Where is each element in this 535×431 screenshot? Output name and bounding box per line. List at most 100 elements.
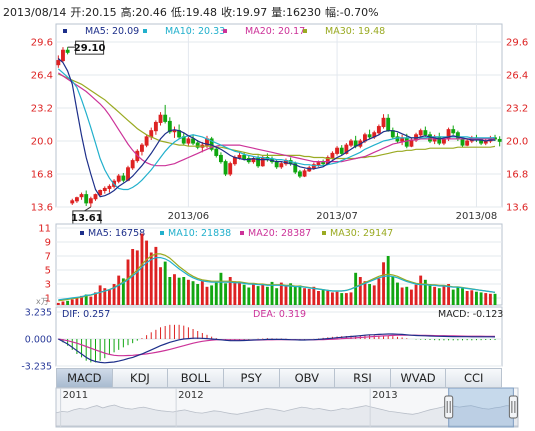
candle-body <box>107 185 112 189</box>
candle-body <box>390 130 395 138</box>
tab-macd[interactable]: MACD <box>57 369 113 387</box>
tab-psy[interactable]: PSY <box>224 369 280 387</box>
candle-body <box>297 171 302 177</box>
tab-cci[interactable]: CCI <box>463 371 484 385</box>
candle-body <box>167 120 172 133</box>
volume-bar <box>289 283 293 305</box>
annotation-label: 29.10 <box>74 43 106 54</box>
volume-bar <box>270 281 274 305</box>
volume-bar <box>465 291 469 305</box>
volume-bar <box>131 249 135 305</box>
volume-bar <box>391 277 395 305</box>
volume-bar <box>400 287 404 305</box>
close-value: 19.97 <box>235 6 268 19</box>
volume-bar <box>214 282 218 305</box>
volume-bar <box>293 286 297 305</box>
low-value: 19.48 <box>185 6 218 19</box>
volume-panel: 11 9 7 5 3 1x万 MA5: 16758 MA10: 21838 MA20: 2838… <box>36 223 503 306</box>
candle-body <box>335 147 340 154</box>
tab-rsi[interactable]: RSI <box>335 369 391 387</box>
volume-label: 量: <box>271 6 286 19</box>
navigator-year-label: 2013 <box>372 390 397 401</box>
candle-body <box>339 147 344 154</box>
volume-bar <box>475 291 478 305</box>
volume-bar <box>340 293 344 305</box>
dif-line <box>58 333 496 364</box>
ma10-line <box>57 68 496 191</box>
candle-body <box>121 175 126 181</box>
volume-bar <box>205 286 209 305</box>
navigator-year-label: 2011 <box>63 390 88 401</box>
volume-legend-swatch <box>322 231 326 235</box>
volume-bar <box>321 289 325 305</box>
volume-bar <box>363 281 367 305</box>
volume-bar <box>256 286 260 305</box>
volume-bar <box>354 272 358 305</box>
tab-wvad[interactable]: WVAD <box>391 369 447 387</box>
macd-tick: 0.000 <box>25 335 52 346</box>
candle-body <box>61 49 65 62</box>
navigator-handle-right[interactable] <box>508 395 518 419</box>
candle-body <box>423 130 428 136</box>
volume-bar <box>247 287 251 305</box>
volume-bar <box>335 291 339 305</box>
candle-body <box>218 154 223 163</box>
volume-bar <box>312 286 316 305</box>
volume-bar <box>488 293 492 305</box>
change-label: 幅: <box>325 6 340 19</box>
candle-body <box>260 157 265 167</box>
volume-unit-label: x万 <box>36 297 49 306</box>
candle-body <box>232 157 237 165</box>
candle-body <box>349 140 353 146</box>
low-label: 低: <box>170 6 186 19</box>
candle-body <box>223 161 228 175</box>
volume-bar <box>112 284 116 305</box>
price-tick-right: 29.6 <box>506 38 528 49</box>
volume-bar <box>279 282 283 305</box>
candle-body <box>186 138 191 144</box>
volume-bar <box>326 291 330 305</box>
volume-bar <box>428 284 432 305</box>
tab-kdj[interactable]: KDJ <box>113 369 169 387</box>
candle-body <box>321 162 326 165</box>
tab-boll[interactable]: BOLL <box>168 369 224 387</box>
volume-bar <box>484 293 488 305</box>
candle-body <box>404 137 409 147</box>
ma5-line <box>57 58 496 198</box>
price-tick-right: 20.0 <box>506 137 528 148</box>
price-legend-swatch <box>223 29 227 33</box>
candle-body <box>256 158 261 167</box>
candle-body <box>460 138 465 146</box>
volume-bar <box>368 284 372 305</box>
volume-bar <box>433 286 437 305</box>
annotation-box <box>75 40 105 55</box>
volume-bar <box>89 296 93 305</box>
candle-body <box>102 187 107 191</box>
volume-bar <box>447 284 451 305</box>
volume-plot-frame <box>55 223 503 306</box>
volume-bar <box>66 300 70 305</box>
candle-body <box>130 160 135 169</box>
volume-bar <box>145 240 149 305</box>
volume-bar <box>377 278 381 305</box>
candle-body <box>493 137 497 140</box>
candle-body <box>88 198 93 204</box>
volume-bar <box>126 259 130 305</box>
price-tick-left: 13.6 <box>31 203 53 214</box>
candle-body <box>330 152 335 158</box>
macd-tick: 3.235 <box>25 308 52 319</box>
volume-bar <box>121 278 125 305</box>
volume-legend-label: MA30: 29147 <box>330 228 393 239</box>
volume-bar <box>358 277 362 305</box>
volume-bar <box>149 252 153 305</box>
date-tick: 2013/07 <box>316 211 358 222</box>
navigator-handle-left[interactable] <box>444 395 454 419</box>
volume-bar <box>168 277 172 305</box>
volume-legend-label: MA20: 28387 <box>248 228 311 239</box>
price-legend-swatch <box>303 29 307 33</box>
volume-tick: 5 <box>45 266 51 277</box>
candle-body <box>428 134 432 142</box>
tab-obv[interactable]: OBV <box>280 369 336 387</box>
candle-body <box>126 167 130 181</box>
